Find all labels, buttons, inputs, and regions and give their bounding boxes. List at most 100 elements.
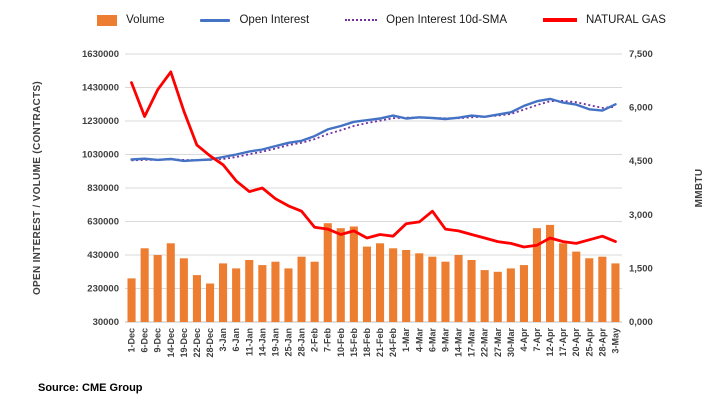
svg-text:21-Feb: 21-Feb — [375, 328, 385, 358]
volume-bar — [585, 258, 594, 322]
volume-bar — [297, 256, 306, 322]
right-axis-ticks: 7,500 6,000 4,500 3,000 1,500 0,000 — [629, 49, 653, 328]
volume-bar — [519, 265, 528, 322]
svg-text:17-Mar: 17-Mar — [467, 328, 477, 358]
legend-item-open-interest-sma: Open Interest 10d-SMA — [345, 14, 507, 26]
svg-text:6-Dec: 6-Dec — [140, 328, 150, 353]
open-interest-sma-swatch — [345, 19, 378, 21]
volume-bar — [258, 265, 267, 322]
svg-text:30000: 30000 — [93, 317, 119, 328]
svg-text:12-Apr: 12-Apr — [545, 328, 555, 357]
volume-bar — [598, 256, 607, 322]
volume-bar — [532, 228, 541, 322]
svg-text:7,500: 7,500 — [629, 49, 653, 60]
volume-bar — [232, 268, 241, 322]
legend-item-open-interest: Open Interest — [200, 14, 309, 26]
combo-chart: 1630000 1430000 1230000 1030000 830000 630000… — [32, 49, 705, 358]
volume-bar — [245, 260, 254, 322]
natural-gas-line — [130, 70, 617, 249]
plot-area: 1630000 1430000 1230000 1030000 830000 630000… — [82, 49, 653, 358]
svg-text:7-Feb: 7-Feb — [323, 328, 333, 353]
volume-bar — [546, 224, 555, 322]
svg-text:6-Jan: 6-Jan — [231, 328, 241, 352]
volume-bar — [179, 258, 188, 322]
svg-text:1,500: 1,500 — [629, 263, 653, 274]
volume-bar — [362, 246, 371, 322]
volume-bar — [480, 270, 489, 322]
svg-text:28-Jan: 28-Jan — [297, 328, 307, 357]
svg-text:230000: 230000 — [87, 284, 119, 295]
svg-text:1630000: 1630000 — [82, 49, 119, 60]
open-interest-swatch — [200, 18, 231, 22]
svg-text:6-Mar: 6-Mar — [427, 328, 437, 353]
svg-text:830000: 830000 — [87, 183, 119, 194]
legend: Volume Open Interest Open Interest 10d-S… — [40, 14, 723, 26]
legend-label-open-interest: Open Interest — [239, 14, 310, 26]
legend-item-volume: Volume — [97, 14, 164, 26]
svg-text:4,500: 4,500 — [629, 156, 653, 167]
legend-label-natural-gas: NATURAL GAS — [585, 14, 666, 26]
volume-bar — [271, 261, 280, 322]
left-axis-ticks: 1630000 1430000 1230000 1030000 830000 630000… — [82, 49, 119, 328]
volume-bar — [127, 278, 136, 322]
svg-text:19-Jan: 19-Jan — [270, 328, 280, 357]
volume-bar — [310, 261, 319, 322]
legend-label-open-interest-sma: Open Interest 10d-SMA — [386, 14, 507, 26]
volume-bar — [559, 243, 568, 322]
svg-text:28-Dec: 28-Dec — [205, 328, 215, 358]
volume-bar — [428, 256, 437, 322]
svg-text:1-Mar: 1-Mar — [401, 328, 411, 353]
volume-bar — [192, 275, 201, 322]
svg-text:18-Feb: 18-Feb — [362, 328, 372, 358]
svg-text:4-Apr: 4-Apr — [519, 328, 529, 352]
volume-bar — [493, 271, 502, 323]
volume-bar — [611, 263, 620, 322]
svg-text:1230000: 1230000 — [82, 116, 119, 127]
volume-bar — [219, 263, 228, 322]
right-axis-title: MMBTU — [694, 169, 705, 208]
svg-text:9-Mar: 9-Mar — [440, 328, 450, 353]
svg-text:22-Dec: 22-Dec — [192, 328, 202, 358]
svg-text:0,000: 0,000 — [629, 317, 653, 328]
volume-bar — [376, 243, 385, 322]
volume-bar — [467, 260, 476, 322]
volume-bar — [284, 268, 293, 322]
svg-text:30-Mar: 30-Mar — [506, 328, 516, 358]
svg-text:17-Apr: 17-Apr — [558, 328, 568, 357]
open-interest-line — [130, 97, 617, 163]
volume-swatch — [97, 14, 118, 26]
left-axis-title: OPEN INTEREST / VOLUME (CONTRACTS) — [32, 81, 43, 295]
svg-text:10-Feb: 10-Feb — [336, 328, 346, 358]
volume-bar — [336, 228, 345, 322]
svg-text:15-Feb: 15-Feb — [349, 328, 359, 358]
svg-text:1-Dec: 1-Dec — [127, 328, 137, 353]
natural-gas-swatch — [542, 18, 577, 22]
volume-bar — [389, 248, 398, 322]
svg-text:630000: 630000 — [87, 217, 119, 228]
svg-text:2-Feb: 2-Feb — [310, 328, 320, 353]
svg-text:3-May: 3-May — [611, 328, 621, 354]
volume-bar — [166, 243, 175, 322]
volume-bar — [206, 283, 215, 322]
open-interest-sma-line — [131, 99, 616, 162]
volume-bar — [402, 250, 411, 322]
volume-bar — [572, 251, 581, 322]
svg-text:20-Apr: 20-Apr — [571, 328, 581, 357]
x-axis-ticks: 1-Dec 6-Dec 9-Dec 14-Dec 19-Dec 22-Dec 28-Dec 3… — [127, 328, 621, 358]
svg-text:11-Jan: 11-Jan — [244, 328, 254, 356]
svg-text:3,000: 3,000 — [629, 210, 653, 221]
svg-text:430000: 430000 — [87, 250, 119, 261]
volume-bars — [127, 223, 620, 323]
legend-label-volume: Volume — [126, 14, 165, 26]
legend-item-natural-gas: NATURAL GAS — [542, 14, 666, 26]
volume-bar — [441, 261, 450, 322]
svg-text:25-Apr: 25-Apr — [584, 328, 594, 357]
svg-text:14-Mar: 14-Mar — [454, 328, 464, 358]
volume-bar — [349, 226, 358, 322]
svg-text:3-Jan: 3-Jan — [218, 328, 228, 352]
volume-bar — [323, 223, 332, 322]
svg-text:7-Apr: 7-Apr — [532, 328, 542, 352]
svg-text:25-Jan: 25-Jan — [284, 328, 294, 357]
source-text: Source: CME Group — [38, 382, 143, 394]
svg-text:24-Feb: 24-Feb — [388, 328, 398, 358]
